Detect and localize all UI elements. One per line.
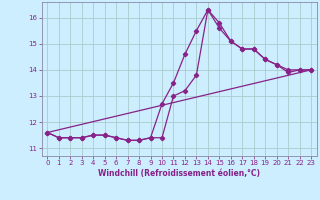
X-axis label: Windchill (Refroidissement éolien,°C): Windchill (Refroidissement éolien,°C) (98, 169, 260, 178)
